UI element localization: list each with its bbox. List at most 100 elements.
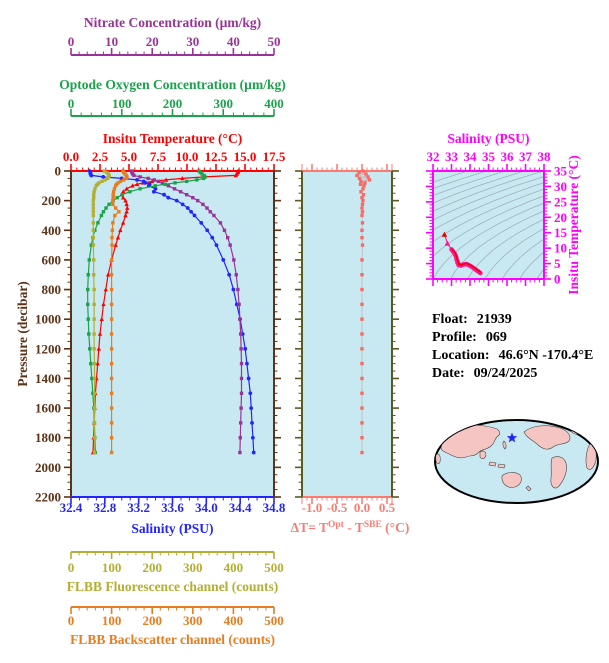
pressure-axis-left: 0 200 400 600 800 1000 1200 1400 1600 1800 2000 220…: [15, 164, 72, 505]
data-point-marker: [86, 273, 90, 277]
data-point-marker: [367, 178, 372, 182]
data-point-marker: [109, 273, 114, 277]
data-point-marker: [360, 376, 364, 381]
tick-label: 15: [554, 225, 568, 240]
data-point-marker: [97, 331, 103, 336]
isopycnal-line: [433, 171, 506, 197]
data-point-marker: [185, 179, 189, 184]
data-point-marker: [239, 421, 243, 425]
tick-label: 0.0: [63, 149, 79, 164]
data-point-marker: [91, 202, 96, 207]
data-point-marker: [102, 169, 106, 173]
tick-label: 600: [42, 252, 62, 267]
delta-t-frame-left: [295, 170, 303, 498]
data-point-marker: [109, 361, 114, 366]
backscatter-axis: 0 100 200 300 400 500 FLBB Backscatter channel…: [68, 606, 284, 647]
data-point-marker: [92, 450, 97, 455]
data-point-marker: [92, 376, 97, 381]
data-point-marker: [103, 287, 108, 292]
data-point-marker: [151, 189, 156, 194]
tick-label: 33.6: [161, 500, 184, 515]
tick-label: 2000: [35, 460, 61, 475]
isopycnal-line: [433, 171, 525, 204]
data-point-marker: [92, 421, 97, 425]
data-point-marker: [95, 361, 100, 366]
data-point-marker: [238, 317, 242, 321]
data-point-marker: [180, 202, 185, 207]
data-point-marker: [113, 184, 118, 188]
data-point-marker: [138, 187, 142, 191]
tick-label: 32.4: [60, 500, 83, 515]
data-point-marker: [92, 361, 97, 366]
data-point-marker: [360, 243, 365, 247]
data-point-marker: [93, 187, 97, 191]
tick-label: 0.5: [379, 500, 396, 515]
data-point-marker: [201, 176, 206, 181]
data-point-marker: [124, 209, 129, 214]
tick-label: 2200: [35, 490, 61, 505]
data-point-marker: [115, 235, 121, 240]
data-point-marker: [152, 178, 156, 182]
data-point-marker: [173, 181, 177, 185]
location-value: 46.6°N -170.4°E: [499, 348, 594, 363]
data-point-marker: [364, 172, 368, 176]
data-point-marker: [363, 181, 367, 185]
data-point-marker: [239, 376, 244, 381]
data-point-marker: [101, 301, 106, 307]
float-value: 21939: [477, 312, 512, 327]
data-point-marker: [222, 228, 227, 232]
landmass: [435, 453, 441, 465]
data-point-marker: [150, 178, 155, 184]
data-point-marker: [89, 243, 93, 247]
data-point-marker: [239, 406, 243, 410]
tick-label: 800: [42, 282, 62, 297]
data-point-marker: [109, 406, 114, 410]
axis-title: Nitrate Concentration (µm/kg): [84, 15, 261, 30]
data-point-marker: [123, 213, 128, 218]
data-point-marker: [205, 228, 210, 233]
tick-label: -0.5: [327, 500, 348, 515]
data-point-marker: [360, 202, 365, 207]
data-point-marker: [111, 221, 115, 225]
ts-salinity-axis: 32 33 34 35 36 37 38 Salinity (PSU): [427, 131, 551, 172]
data-point-marker: [360, 302, 364, 307]
data-point-marker: [87, 258, 91, 262]
data-point-marker: [239, 391, 244, 395]
tick-label: 500: [264, 560, 284, 575]
data-point-marker: [91, 206, 96, 210]
data-point-marker: [111, 202, 115, 207]
isopycnal-line: [519, 251, 544, 279]
tick-label: 34.8: [263, 500, 286, 515]
axis-title: Optode Oxygen Concentration (µm/kg): [59, 77, 285, 92]
data-point-marker: [360, 347, 364, 351]
data-point-marker: [360, 206, 364, 210]
data-point-marker: [105, 272, 111, 277]
data-point-marker: [360, 273, 364, 277]
isopycnal-line: [467, 218, 544, 279]
landmass: [502, 440, 507, 450]
tick-label: 30: [186, 34, 199, 49]
data-point-marker: [200, 172, 204, 176]
fluorescence-axis: 0 100 200 300 400 500 FLBB Fluorescence channe…: [67, 551, 284, 594]
ts-profile-curve: [441, 231, 483, 276]
data-point-marker: [166, 195, 171, 200]
tick-label: 0: [55, 164, 62, 179]
data-point-marker: [132, 173, 136, 178]
data-point-marker: [360, 391, 364, 395]
data-point-marker: [189, 209, 194, 214]
tick-label: 30: [554, 179, 567, 194]
data-point-marker: [360, 450, 364, 455]
tick-label: 300: [183, 560, 203, 575]
isopycnal-line: [433, 171, 544, 212]
data-point-marker: [205, 206, 209, 210]
series-line: [92, 171, 239, 453]
data-point-marker: [163, 182, 167, 187]
data-point-marker: [238, 450, 242, 455]
tick-label: 10: [554, 241, 567, 256]
data-point-marker: [94, 184, 98, 188]
data-point-marker: [361, 193, 366, 197]
data-point-marker: [359, 179, 363, 184]
date-value: 09/24/2025: [474, 366, 538, 381]
landmass: [501, 472, 522, 488]
isopycnal-line: [433, 176, 544, 221]
